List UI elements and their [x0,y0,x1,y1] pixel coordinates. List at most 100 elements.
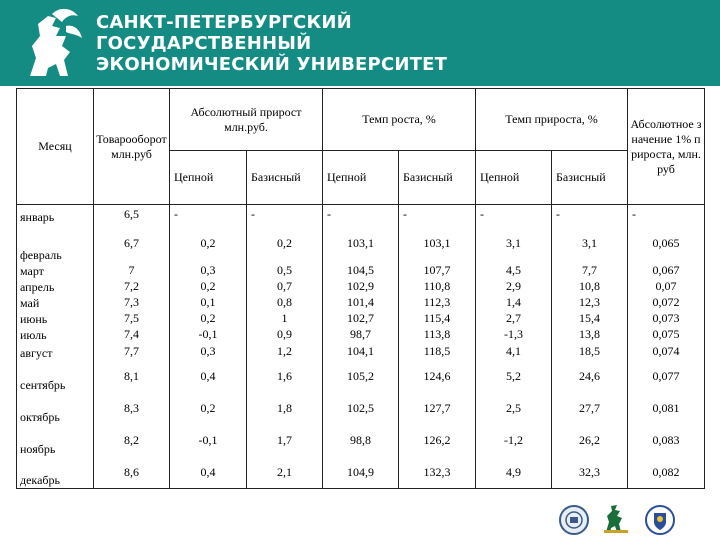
value-cell-inc-basic: 12,3 [551,294,628,311]
value-cell-abs-basic: 1 [246,310,323,327]
value-cell-inc-basic: - [551,204,628,225]
value-cell-gr-basic: 112,3 [398,294,476,311]
table-row: май 7,3 0,1 0,8 101,4 112,3 1,4 12,3 0,072 [16,294,705,311]
value-cell-inc-basic: 27,7 [551,392,628,425]
value-cell-inc-chain: -1,2 [475,424,552,457]
value-cell-abs1: 0,072 [627,294,705,311]
value-cell-inc-basic: 13,8 [551,326,628,343]
value-cell-gr-chain: 103,1 [322,224,399,263]
value-cell-inc-basic: 18,5 [551,342,628,361]
table-row: август 7,7 0,3 1,2 104,1 118,5 4,1 18,5 0,074 [16,342,705,361]
month-cell: сентябрь [16,360,94,393]
value-cell-turnover: 8,2 [93,424,170,457]
value-cell-gr-basic: 124,6 [398,360,476,393]
value-cell-gr-basic: 110,8 [398,278,476,295]
value-cell-inc-basic: 10,8 [551,278,628,295]
value-cell-abs1: 0,065 [627,224,705,263]
value-cell-inc-chain: 4,5 [475,262,552,279]
value-cell-gr-basic: 132,3 [398,456,476,489]
header-gr-basic: Базисный [398,150,476,205]
value-cell-gr-basic: 115,4 [398,310,476,327]
value-cell-abs-basic: 1,7 [246,424,323,457]
value-cell-gr-chain: 104,5 [322,262,399,279]
value-cell-inc-basic: 32,3 [551,456,628,489]
month-cell: май [16,294,94,311]
value-cell-abs-chain: 0,2 [169,392,247,425]
value-cell-abs-chain: 0,3 [169,262,247,279]
table-row: февраль 6,7 0,2 0,2 103,1 103,1 3,1 3,1 0,065 [16,224,705,263]
month-cell: октябрь [16,392,94,425]
header-abs-chain: Цепной [169,150,247,205]
header-increase-rate: Темп прироста, % [475,88,628,151]
value-cell-abs-basic: 0,2 [246,224,323,263]
value-cell-gr-chain: 101,4 [322,294,399,311]
header-abs-value-1pct: Абсолютное значение 1% прироста, млн. ру… [627,88,705,205]
value-cell-turnover: 7,2 [93,278,170,295]
value-cell-abs-chain: 0,4 [169,360,247,393]
header-inc-chain: Цепной [475,150,552,205]
value-cell-gr-basic: - [398,204,476,225]
value-cell-inc-chain: 2,7 [475,310,552,327]
university-name-line2: ГОСУДАРСТВЕННЫЙ [96,33,312,54]
month-cell: март [16,262,94,279]
value-cell-abs-basic: 0,9 [246,326,323,343]
value-cell-abs1: 0,073 [627,310,705,327]
header-turnover: Товарооборот млн.руб [93,88,170,205]
value-cell-inc-basic: 3,1 [551,224,628,263]
value-cell-gr-chain: 102,7 [322,310,399,327]
value-cell-inc-basic: 7,7 [551,262,628,279]
value-cell-gr-chain: 105,2 [322,360,399,393]
value-cell-gr-basic: 113,8 [398,326,476,343]
header-month: Месяц [16,88,94,205]
value-cell-abs-basic: 1,6 [246,360,323,393]
table-row: апрель 7,2 0,2 0,7 102,9 110,8 2,9 10,8 0,07 [16,278,705,295]
value-cell-inc-chain: 5,2 [475,360,552,393]
value-cell-abs1: 0,081 [627,392,705,425]
value-cell-abs-chain: 0,3 [169,342,247,361]
value-cell-gr-chain: 102,9 [322,278,399,295]
value-cell-inc-basic: 24,6 [551,360,628,393]
header-inc-basic: Базисный [551,150,628,205]
table-row: январь 6,5- - - - - - - [16,204,705,225]
value-cell-abs-basic: 0,5 [246,262,323,279]
month-cell: август [16,342,94,361]
header-gr-chain: Цепной [322,150,399,205]
value-cell-turnover: 8,1 [93,360,170,393]
header-banner: САНКТ-ПЕТЕРБУРГСКИЙ ГОСУДАРСТВЕННЫЙ ЭКОН… [0,0,720,86]
value-cell-gr-basic: 127,7 [398,392,476,425]
value-cell-gr-chain: 102,5 [322,392,399,425]
value-cell-turnover: 7 [93,262,170,279]
value-cell-turnover: 7,3 [93,294,170,311]
value-cell-inc-chain: 3,1 [475,224,552,263]
value-cell-inc-chain: -1,3 [475,326,552,343]
value-cell-inc-basic: 15,4 [551,310,628,327]
month-cell: апрель [16,278,94,295]
value-cell-abs-basic: 2,1 [246,456,323,489]
table-row: ноябрь 8,2 -0,1 1,7 98,8 126,2 -1,2 26,2 0,083 [16,424,705,457]
value-cell-abs-basic: 1,8 [246,392,323,425]
value-cell-abs1: 0,067 [627,262,705,279]
turnover-dynamics-table: Месяц Товарооборот млн.руб Абсолютный пр… [16,88,705,489]
value-cell-gr-chain: 98,8 [322,424,399,457]
value-cell-abs-chain: -0,1 [169,424,247,457]
value-cell-inc-basic: 26,2 [551,424,628,457]
value-cell-gr-basic: 126,2 [398,424,476,457]
value-cell-turnover: 7,7 [93,342,170,361]
table-row: сентябрь 8,1 0,4 1,6 105,2 124,6 5,2 24,6 0,077 [16,360,705,393]
header-growth-rate: Темп роста, % [322,88,476,151]
value-cell-abs1: 0,082 [627,456,705,489]
value-cell-gr-basic: 118,5 [398,342,476,361]
table-row: октябрь 8,3 0,2 1,8 102,5 127,7 2,5 27,7 0,081 [16,392,705,425]
header-abs-growth: Абсолютный прирост млн.руб. [169,88,323,151]
value-cell-turnover: 7,4 [93,326,170,343]
month-cell: январь [16,204,94,225]
table-row: июнь 7,5 0,2 1 102,7 115,4 2,7 15,4 0,073 [16,310,705,327]
header-abs-basic: Базисный [246,150,323,205]
value-cell-abs-chain: 0,2 [169,310,247,327]
value-cell-inc-chain: 4,1 [475,342,552,361]
value-cell-turnover: 6,5 [93,204,170,225]
value-cell-inc-chain: - [475,204,552,225]
value-cell-abs1: - [627,204,705,225]
value-cell-inc-chain: 1,4 [475,294,552,311]
month-cell: ноябрь [16,424,94,457]
